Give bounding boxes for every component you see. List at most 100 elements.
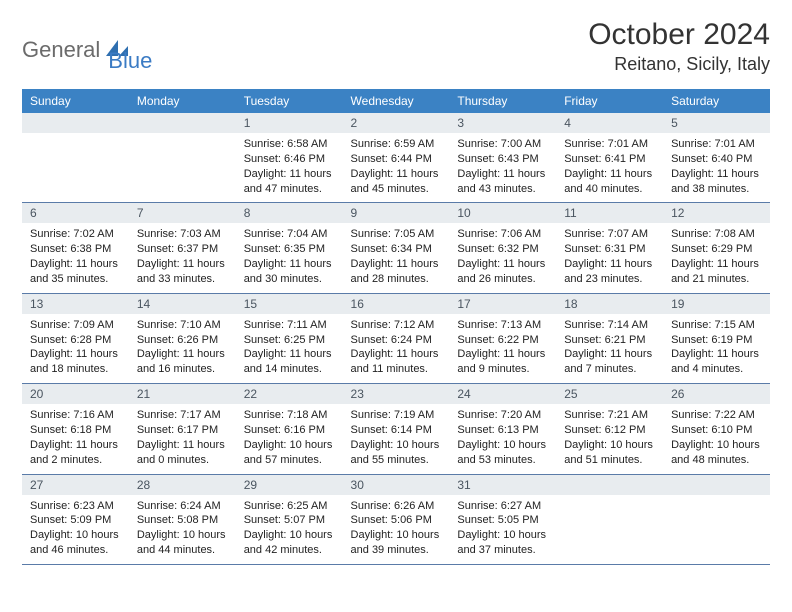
- day-details: Sunrise: 7:00 AMSunset: 6:43 PMDaylight:…: [449, 133, 556, 202]
- daylight-line: Daylight: 11 hours and 28 minutes.: [351, 257, 442, 287]
- sunset-line: Sunset: 6:22 PM: [457, 333, 548, 348]
- day-details: Sunrise: 7:04 AMSunset: 6:35 PMDaylight:…: [236, 223, 343, 292]
- day-number: 9: [343, 203, 450, 223]
- daylight-line: Daylight: 10 hours and 46 minutes.: [30, 528, 121, 558]
- day-details: [129, 133, 236, 143]
- header: General Blue October 2024 Reitano, Sicil…: [22, 18, 770, 75]
- calendar-day-cell: 20Sunrise: 7:16 AMSunset: 6:18 PMDayligh…: [22, 384, 129, 474]
- calendar-day-cell: 1Sunrise: 6:58 AMSunset: 6:46 PMDaylight…: [236, 113, 343, 203]
- day-number: 27: [22, 475, 129, 495]
- daylight-line: Daylight: 11 hours and 16 minutes.: [137, 347, 228, 377]
- calendar-day-cell: 29Sunrise: 6:25 AMSunset: 5:07 PMDayligh…: [236, 474, 343, 564]
- daylight-line: Daylight: 10 hours and 44 minutes.: [137, 528, 228, 558]
- calendar-week-row: 6Sunrise: 7:02 AMSunset: 6:38 PMDaylight…: [22, 203, 770, 293]
- sunrise-line: Sunrise: 7:21 AM: [564, 408, 655, 423]
- calendar-day-cell: 10Sunrise: 7:06 AMSunset: 6:32 PMDayligh…: [449, 203, 556, 293]
- sunset-line: Sunset: 6:19 PM: [671, 333, 762, 348]
- sunset-line: Sunset: 5:05 PM: [457, 513, 548, 528]
- calendar-day-cell: 21Sunrise: 7:17 AMSunset: 6:17 PMDayligh…: [129, 384, 236, 474]
- daylight-line: Daylight: 11 hours and 4 minutes.: [671, 347, 762, 377]
- sunset-line: Sunset: 6:18 PM: [30, 423, 121, 438]
- sunset-line: Sunset: 6:32 PM: [457, 242, 548, 257]
- calendar-week-row: 27Sunrise: 6:23 AMSunset: 5:09 PMDayligh…: [22, 474, 770, 564]
- sunrise-line: Sunrise: 6:25 AM: [244, 499, 335, 514]
- calendar-day-cell: 7Sunrise: 7:03 AMSunset: 6:37 PMDaylight…: [129, 203, 236, 293]
- day-details: [556, 495, 663, 505]
- day-number: 26: [663, 384, 770, 404]
- day-details: Sunrise: 7:01 AMSunset: 6:41 PMDaylight:…: [556, 133, 663, 202]
- calendar-day-cell: 5Sunrise: 7:01 AMSunset: 6:40 PMDaylight…: [663, 113, 770, 203]
- day-details: [22, 133, 129, 143]
- calendar-week-row: 20Sunrise: 7:16 AMSunset: 6:18 PMDayligh…: [22, 384, 770, 474]
- day-number: 2: [343, 113, 450, 133]
- day-details: [663, 495, 770, 505]
- sunrise-line: Sunrise: 7:08 AM: [671, 227, 762, 242]
- sunrise-line: Sunrise: 6:59 AM: [351, 137, 442, 152]
- sunrise-line: Sunrise: 7:18 AM: [244, 408, 335, 423]
- day-number: 21: [129, 384, 236, 404]
- daylight-line: Daylight: 10 hours and 39 minutes.: [351, 528, 442, 558]
- day-details: Sunrise: 7:14 AMSunset: 6:21 PMDaylight:…: [556, 314, 663, 383]
- sunset-line: Sunset: 5:07 PM: [244, 513, 335, 528]
- day-details: Sunrise: 7:20 AMSunset: 6:13 PMDaylight:…: [449, 404, 556, 473]
- location-subtitle: Reitano, Sicily, Italy: [588, 54, 770, 75]
- sunrise-line: Sunrise: 7:22 AM: [671, 408, 762, 423]
- day-number: [663, 475, 770, 495]
- calendar-day-cell: 22Sunrise: 7:18 AMSunset: 6:16 PMDayligh…: [236, 384, 343, 474]
- sunset-line: Sunset: 6:12 PM: [564, 423, 655, 438]
- title-block: October 2024 Reitano, Sicily, Italy: [588, 18, 770, 75]
- day-of-week-header: Sunday: [22, 89, 129, 113]
- daylight-line: Daylight: 10 hours and 37 minutes.: [457, 528, 548, 558]
- sunrise-line: Sunrise: 7:01 AM: [671, 137, 762, 152]
- sunrise-line: Sunrise: 6:23 AM: [30, 499, 121, 514]
- sunrise-line: Sunrise: 7:04 AM: [244, 227, 335, 242]
- day-details: Sunrise: 6:23 AMSunset: 5:09 PMDaylight:…: [22, 495, 129, 564]
- calendar-day-cell: 27Sunrise: 6:23 AMSunset: 5:09 PMDayligh…: [22, 474, 129, 564]
- calendar-day-cell: 19Sunrise: 7:15 AMSunset: 6:19 PMDayligh…: [663, 293, 770, 383]
- sunrise-line: Sunrise: 7:02 AM: [30, 227, 121, 242]
- sunrise-line: Sunrise: 7:11 AM: [244, 318, 335, 333]
- calendar-day-cell: 23Sunrise: 7:19 AMSunset: 6:14 PMDayligh…: [343, 384, 450, 474]
- daylight-line: Daylight: 11 hours and 2 minutes.: [30, 438, 121, 468]
- day-number: 31: [449, 475, 556, 495]
- daylight-line: Daylight: 10 hours and 48 minutes.: [671, 438, 762, 468]
- calendar-empty-cell: [663, 474, 770, 564]
- day-of-week-header: Saturday: [663, 89, 770, 113]
- daylight-line: Daylight: 11 hours and 26 minutes.: [457, 257, 548, 287]
- sunrise-line: Sunrise: 6:58 AM: [244, 137, 335, 152]
- sunset-line: Sunset: 6:17 PM: [137, 423, 228, 438]
- sunset-line: Sunset: 6:44 PM: [351, 152, 442, 167]
- sunset-line: Sunset: 5:06 PM: [351, 513, 442, 528]
- calendar-day-cell: 26Sunrise: 7:22 AMSunset: 6:10 PMDayligh…: [663, 384, 770, 474]
- daylight-line: Daylight: 11 hours and 0 minutes.: [137, 438, 228, 468]
- calendar-empty-cell: [129, 113, 236, 203]
- calendar-day-cell: 18Sunrise: 7:14 AMSunset: 6:21 PMDayligh…: [556, 293, 663, 383]
- day-details: Sunrise: 7:18 AMSunset: 6:16 PMDaylight:…: [236, 404, 343, 473]
- sunset-line: Sunset: 5:08 PM: [137, 513, 228, 528]
- day-details: Sunrise: 6:58 AMSunset: 6:46 PMDaylight:…: [236, 133, 343, 202]
- calendar-empty-cell: [22, 113, 129, 203]
- daylight-line: Daylight: 11 hours and 23 minutes.: [564, 257, 655, 287]
- day-number: 14: [129, 294, 236, 314]
- day-number: 13: [22, 294, 129, 314]
- day-number: 6: [22, 203, 129, 223]
- sunrise-line: Sunrise: 7:15 AM: [671, 318, 762, 333]
- sunrise-line: Sunrise: 7:13 AM: [457, 318, 548, 333]
- day-details: Sunrise: 7:13 AMSunset: 6:22 PMDaylight:…: [449, 314, 556, 383]
- day-details: Sunrise: 7:12 AMSunset: 6:24 PMDaylight:…: [343, 314, 450, 383]
- sunrise-line: Sunrise: 7:05 AM: [351, 227, 442, 242]
- day-number: 24: [449, 384, 556, 404]
- calendar-empty-cell: [556, 474, 663, 564]
- day-number: 5: [663, 113, 770, 133]
- calendar-day-cell: 13Sunrise: 7:09 AMSunset: 6:28 PMDayligh…: [22, 293, 129, 383]
- day-number: 29: [236, 475, 343, 495]
- day-number: 10: [449, 203, 556, 223]
- page-title: October 2024: [588, 18, 770, 52]
- sunrise-line: Sunrise: 7:16 AM: [30, 408, 121, 423]
- sunset-line: Sunset: 6:28 PM: [30, 333, 121, 348]
- logo: General Blue: [22, 26, 152, 74]
- daylight-line: Daylight: 11 hours and 35 minutes.: [30, 257, 121, 287]
- sunset-line: Sunset: 6:29 PM: [671, 242, 762, 257]
- calendar-day-cell: 4Sunrise: 7:01 AMSunset: 6:41 PMDaylight…: [556, 113, 663, 203]
- day-of-week-header: Monday: [129, 89, 236, 113]
